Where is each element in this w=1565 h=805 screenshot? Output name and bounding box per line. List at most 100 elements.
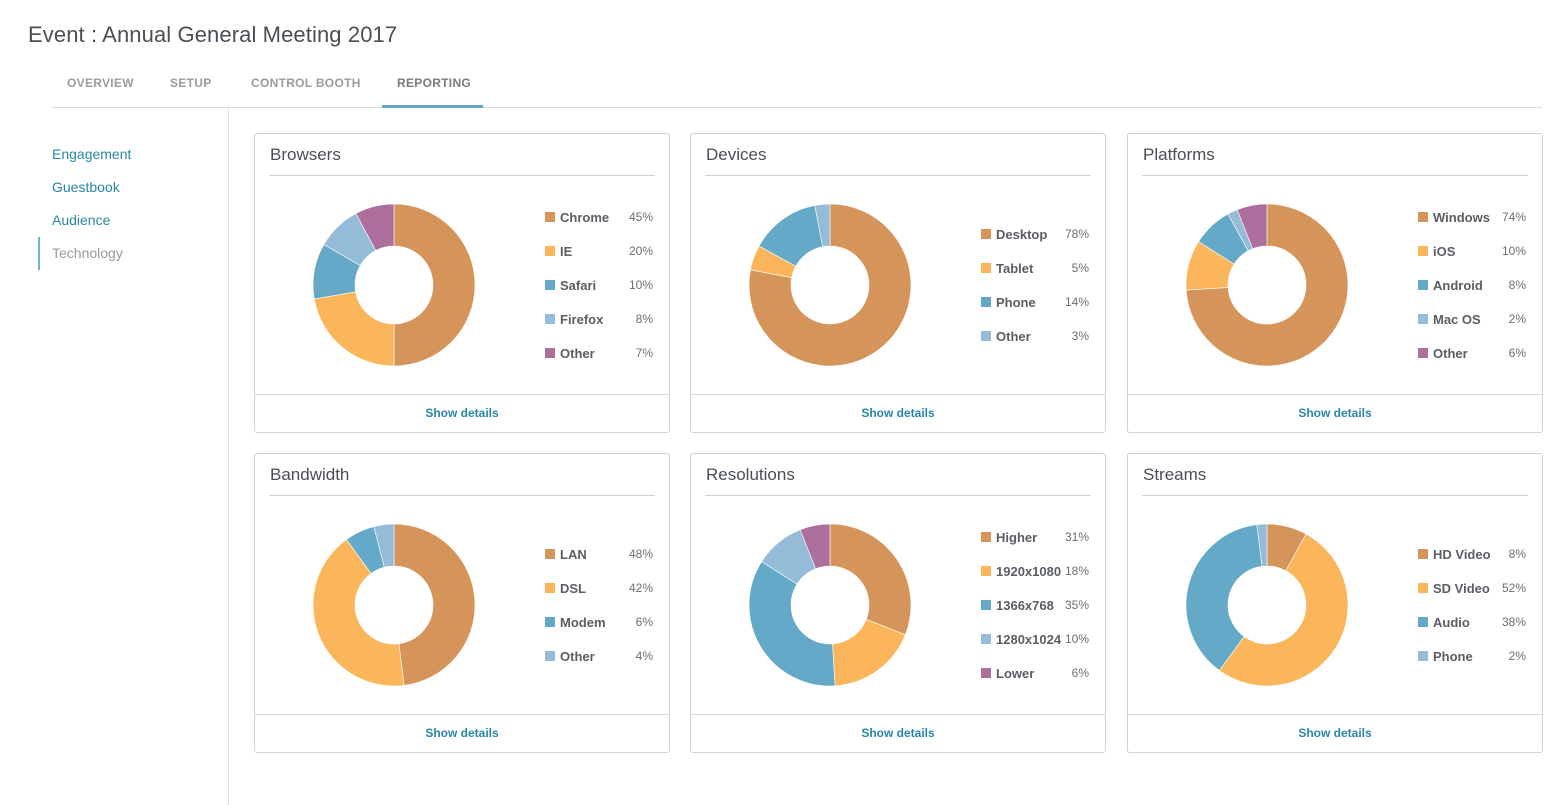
platforms-legend: Windows 74% iOS 10% Android 8% Mac OS 2% Other 6%: [1418, 210, 1526, 380]
legend-percent: 8%: [1508, 278, 1526, 292]
legend-label: Other: [1433, 346, 1468, 361]
legend-swatch: [1418, 549, 1428, 559]
legend-percent: 38%: [1501, 615, 1526, 629]
legend-label: 1366x768: [996, 598, 1054, 613]
legend-percent: 74%: [1501, 210, 1526, 224]
legend-item-ios: iOS 10%: [1418, 244, 1526, 278]
platforms-card: Platforms Windows 74% iOS 10% Android 8% Mac O…: [1127, 133, 1543, 433]
legend-swatch: [981, 297, 991, 307]
legend-swatch: [981, 532, 991, 542]
legend-percent: 6%: [635, 615, 653, 629]
slice-other: [355, 203, 395, 251]
sidebar-item-technology[interactable]: Technology: [52, 245, 123, 261]
tab-control-booth[interactable]: CONTROL BOOTH: [251, 76, 361, 90]
legend-swatch: [545, 583, 555, 593]
show-details-button[interactable]: Show details: [255, 394, 669, 432]
legend-swatch: [981, 566, 991, 576]
legend-swatch: [545, 280, 555, 290]
legend-percent: 45%: [628, 210, 653, 224]
legend-item-1366x768: 1366x768 35%: [981, 598, 1089, 632]
legend-item-lower: Lower 6%: [981, 666, 1089, 700]
legend-percent: 52%: [1501, 581, 1526, 595]
legend-swatch: [981, 229, 991, 239]
legend-label: Higher: [996, 530, 1038, 545]
legend-percent: 10%: [1501, 244, 1526, 258]
streams-donut-chart: [1185, 523, 1349, 687]
legend-percent: 4%: [635, 649, 653, 663]
legend-label: Tablet: [996, 261, 1034, 276]
tab-setup[interactable]: SETUP: [170, 76, 212, 90]
legend-item-modem: Modem 6%: [545, 615, 653, 649]
legend-swatch: [545, 617, 555, 627]
legend-label: DSL: [560, 581, 586, 596]
legend-item-hd-video: HD Video 8%: [1418, 547, 1526, 581]
legend-label: Other: [996, 329, 1031, 344]
card-title: Browsers: [270, 145, 341, 164]
legend-label: Audio: [1433, 615, 1470, 630]
legend-percent: 5%: [1071, 261, 1089, 275]
legend-item-1280x1024: 1280x1024 10%: [981, 632, 1089, 666]
slice-lan: [393, 523, 476, 686]
legend-item-1920x1080: 1920x1080 18%: [981, 564, 1089, 598]
legend-percent: 42%: [628, 581, 653, 595]
tab-reporting[interactable]: REPORTING: [397, 76, 472, 90]
legend-percent: 6%: [1508, 346, 1526, 360]
legend-swatch: [545, 212, 555, 222]
legend-swatch: [981, 331, 991, 341]
legend-swatch: [981, 634, 991, 644]
legend-label: IE: [560, 244, 573, 259]
legend-item-tablet: Tablet 5%: [981, 261, 1089, 295]
legend-item-android: Android 8%: [1418, 278, 1526, 312]
legend-item-phone: Phone 14%: [981, 295, 1089, 329]
legend-swatch: [1418, 583, 1428, 593]
legend-swatch: [981, 600, 991, 610]
legend-percent: 10%: [1064, 632, 1089, 646]
legend-swatch: [1418, 651, 1428, 661]
sidebar-item-engagement[interactable]: Engagement: [52, 146, 132, 162]
legend-label: Firefox: [560, 312, 604, 327]
legend-item-chrome: Chrome 45%: [545, 210, 653, 244]
legend-label: Windows: [1433, 210, 1490, 225]
card-divider: [705, 175, 1091, 176]
show-details-button[interactable]: Show details: [691, 394, 1105, 432]
show-details-button[interactable]: Show details: [1128, 714, 1542, 752]
sidebar-item-guestbook[interactable]: Guestbook: [52, 179, 120, 195]
legend-label: Mac OS: [1433, 312, 1481, 327]
show-details-button[interactable]: Show details: [255, 714, 669, 752]
legend-percent: 3%: [1071, 329, 1089, 343]
legend-swatch: [1418, 314, 1428, 324]
devices-donut-chart: [748, 203, 912, 367]
card-divider: [1142, 175, 1528, 176]
legend-label: Other: [560, 649, 595, 664]
card-title: Devices: [706, 145, 767, 164]
slice-sd-video: [1218, 533, 1349, 687]
legend-percent: 14%: [1064, 295, 1089, 309]
legend-item-other: Other 4%: [545, 649, 653, 683]
legend-swatch: [1418, 348, 1428, 358]
legend-percent: 78%: [1064, 227, 1089, 241]
sidebar-active-indicator: [38, 237, 40, 270]
legend-percent: 7%: [635, 346, 653, 360]
card-divider: [705, 495, 1091, 496]
slice-1366x768: [748, 561, 836, 687]
tab-overview[interactable]: OVERVIEW: [67, 76, 134, 90]
legend-label: Desktop: [996, 227, 1048, 242]
card-title: Streams: [1143, 465, 1207, 484]
legend-label: HD Video: [1433, 547, 1491, 562]
legend-percent: 20%: [628, 244, 653, 258]
legend-label: LAN: [560, 547, 587, 562]
show-details-button[interactable]: Show details: [1128, 394, 1542, 432]
legend-label: Lower: [996, 666, 1035, 681]
active-tab-indicator: [382, 105, 483, 108]
browsers-card: Browsers Chrome 45% IE 20% Safari 10% Firefox 8…: [254, 133, 670, 433]
card-title: Platforms: [1143, 145, 1215, 164]
legend-label: Safari: [560, 278, 597, 293]
bandwidth-donut-chart: [312, 523, 476, 687]
legend-item-firefox: Firefox 8%: [545, 312, 653, 346]
legend-item-sd-video: SD Video 52%: [1418, 581, 1526, 615]
legend-item-dsl: DSL 42%: [545, 581, 653, 615]
page-title: Event : Annual General Meeting 2017: [28, 22, 398, 47]
sidebar-item-audience[interactable]: Audience: [52, 212, 111, 228]
show-details-button[interactable]: Show details: [691, 714, 1105, 752]
legend-percent: 2%: [1508, 649, 1526, 663]
